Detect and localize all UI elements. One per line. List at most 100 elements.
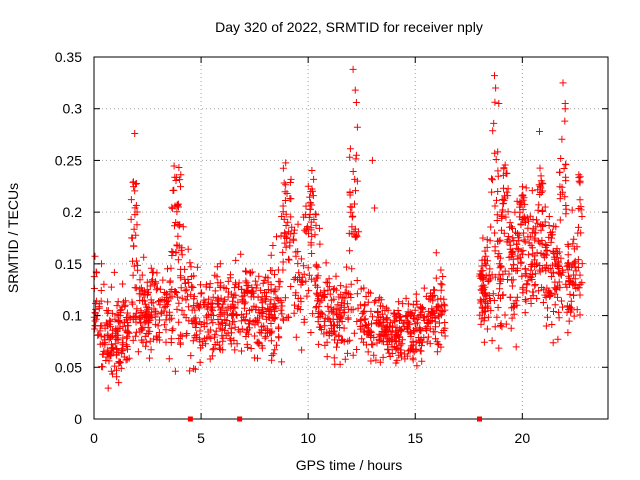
data-point	[548, 321, 556, 328]
x-tick-label: 0	[90, 430, 98, 446]
data-point	[183, 286, 191, 294]
data-point	[366, 329, 374, 337]
data-point	[416, 337, 424, 345]
data-point	[484, 278, 492, 285]
data-point	[370, 298, 378, 306]
data-point	[184, 292, 191, 300]
data-point	[531, 282, 539, 290]
data-point	[365, 288, 373, 296]
data-point	[498, 323, 506, 331]
data-point	[343, 300, 351, 308]
data-point	[360, 284, 368, 292]
data-point	[131, 211, 139, 219]
data-point	[437, 295, 445, 303]
data-point	[224, 293, 232, 301]
tick-labels: 0 0.05 0.1 0.15 0.2 0.25 0.3 0.35 0 5 10 15 20	[55, 49, 531, 446]
data-point	[262, 332, 270, 340]
data-point	[231, 346, 239, 354]
data-point	[535, 287, 543, 295]
data-point	[362, 293, 370, 300]
data-point	[271, 287, 279, 295]
data-point	[562, 177, 570, 185]
data-point	[104, 384, 112, 392]
data-point	[358, 310, 366, 318]
data-point	[232, 279, 239, 287]
data-point	[99, 363, 107, 371]
data-point	[437, 343, 445, 351]
data-point	[494, 304, 502, 311]
data-point	[115, 359, 123, 367]
data-point	[491, 202, 499, 210]
data-point	[266, 310, 274, 318]
data-point	[508, 276, 516, 284]
data-point	[279, 258, 287, 266]
data-point	[499, 291, 507, 299]
data-point	[303, 292, 311, 300]
data-point	[124, 319, 131, 326]
data-point	[134, 348, 142, 356]
data-point	[570, 312, 578, 320]
data-point	[211, 287, 219, 295]
data-point	[100, 280, 108, 288]
data-point	[521, 265, 529, 273]
data-point	[357, 325, 365, 333]
data-point	[175, 318, 183, 326]
data-point	[479, 276, 487, 284]
data-point	[242, 287, 250, 295]
data-point	[524, 233, 532, 241]
data-point	[264, 278, 272, 286]
data-point	[296, 306, 304, 314]
data-point	[130, 242, 138, 250]
data-point	[542, 293, 550, 301]
data-point	[493, 211, 501, 219]
data-point	[299, 278, 307, 286]
data-point	[495, 250, 503, 258]
data-point	[506, 293, 514, 301]
data-point	[519, 250, 527, 258]
data-point	[484, 302, 492, 310]
y-tick-label: 0.35	[55, 49, 82, 65]
data-point	[250, 302, 258, 310]
data-point	[102, 357, 110, 364]
data-point	[537, 250, 545, 257]
data-point	[429, 310, 437, 317]
data-point	[133, 221, 141, 229]
data-point	[545, 213, 553, 220]
data-point	[488, 188, 496, 196]
data-point	[244, 330, 252, 338]
data-point	[544, 265, 552, 273]
data-point	[380, 338, 387, 346]
data-point	[215, 297, 223, 305]
data-point	[186, 367, 194, 375]
data-point	[552, 223, 560, 231]
data-point	[532, 229, 540, 237]
data-point	[97, 332, 105, 340]
data-point	[285, 256, 293, 264]
data-point	[559, 303, 566, 311]
data-point	[119, 280, 127, 288]
data-point	[133, 305, 141, 313]
data-point	[316, 240, 324, 248]
data-point	[189, 337, 197, 345]
data-point	[323, 338, 331, 346]
data-point	[481, 297, 489, 305]
data-point	[149, 268, 157, 276]
data-point	[115, 318, 123, 325]
data-point	[367, 332, 375, 340]
data-point	[178, 251, 186, 259]
data-point	[230, 318, 238, 326]
data-point	[348, 203, 356, 211]
data-point	[347, 306, 355, 314]
data-point	[272, 294, 280, 302]
data-point	[230, 336, 238, 344]
data-point	[192, 324, 200, 331]
data-point	[412, 290, 420, 298]
data-point	[440, 327, 448, 334]
data-point	[570, 245, 578, 253]
y-tick-label: 0.3	[63, 101, 83, 117]
data-point	[544, 304, 551, 312]
data-point	[247, 269, 254, 277]
data-point	[333, 322, 341, 329]
data-point	[132, 180, 140, 188]
data-point	[396, 313, 404, 321]
